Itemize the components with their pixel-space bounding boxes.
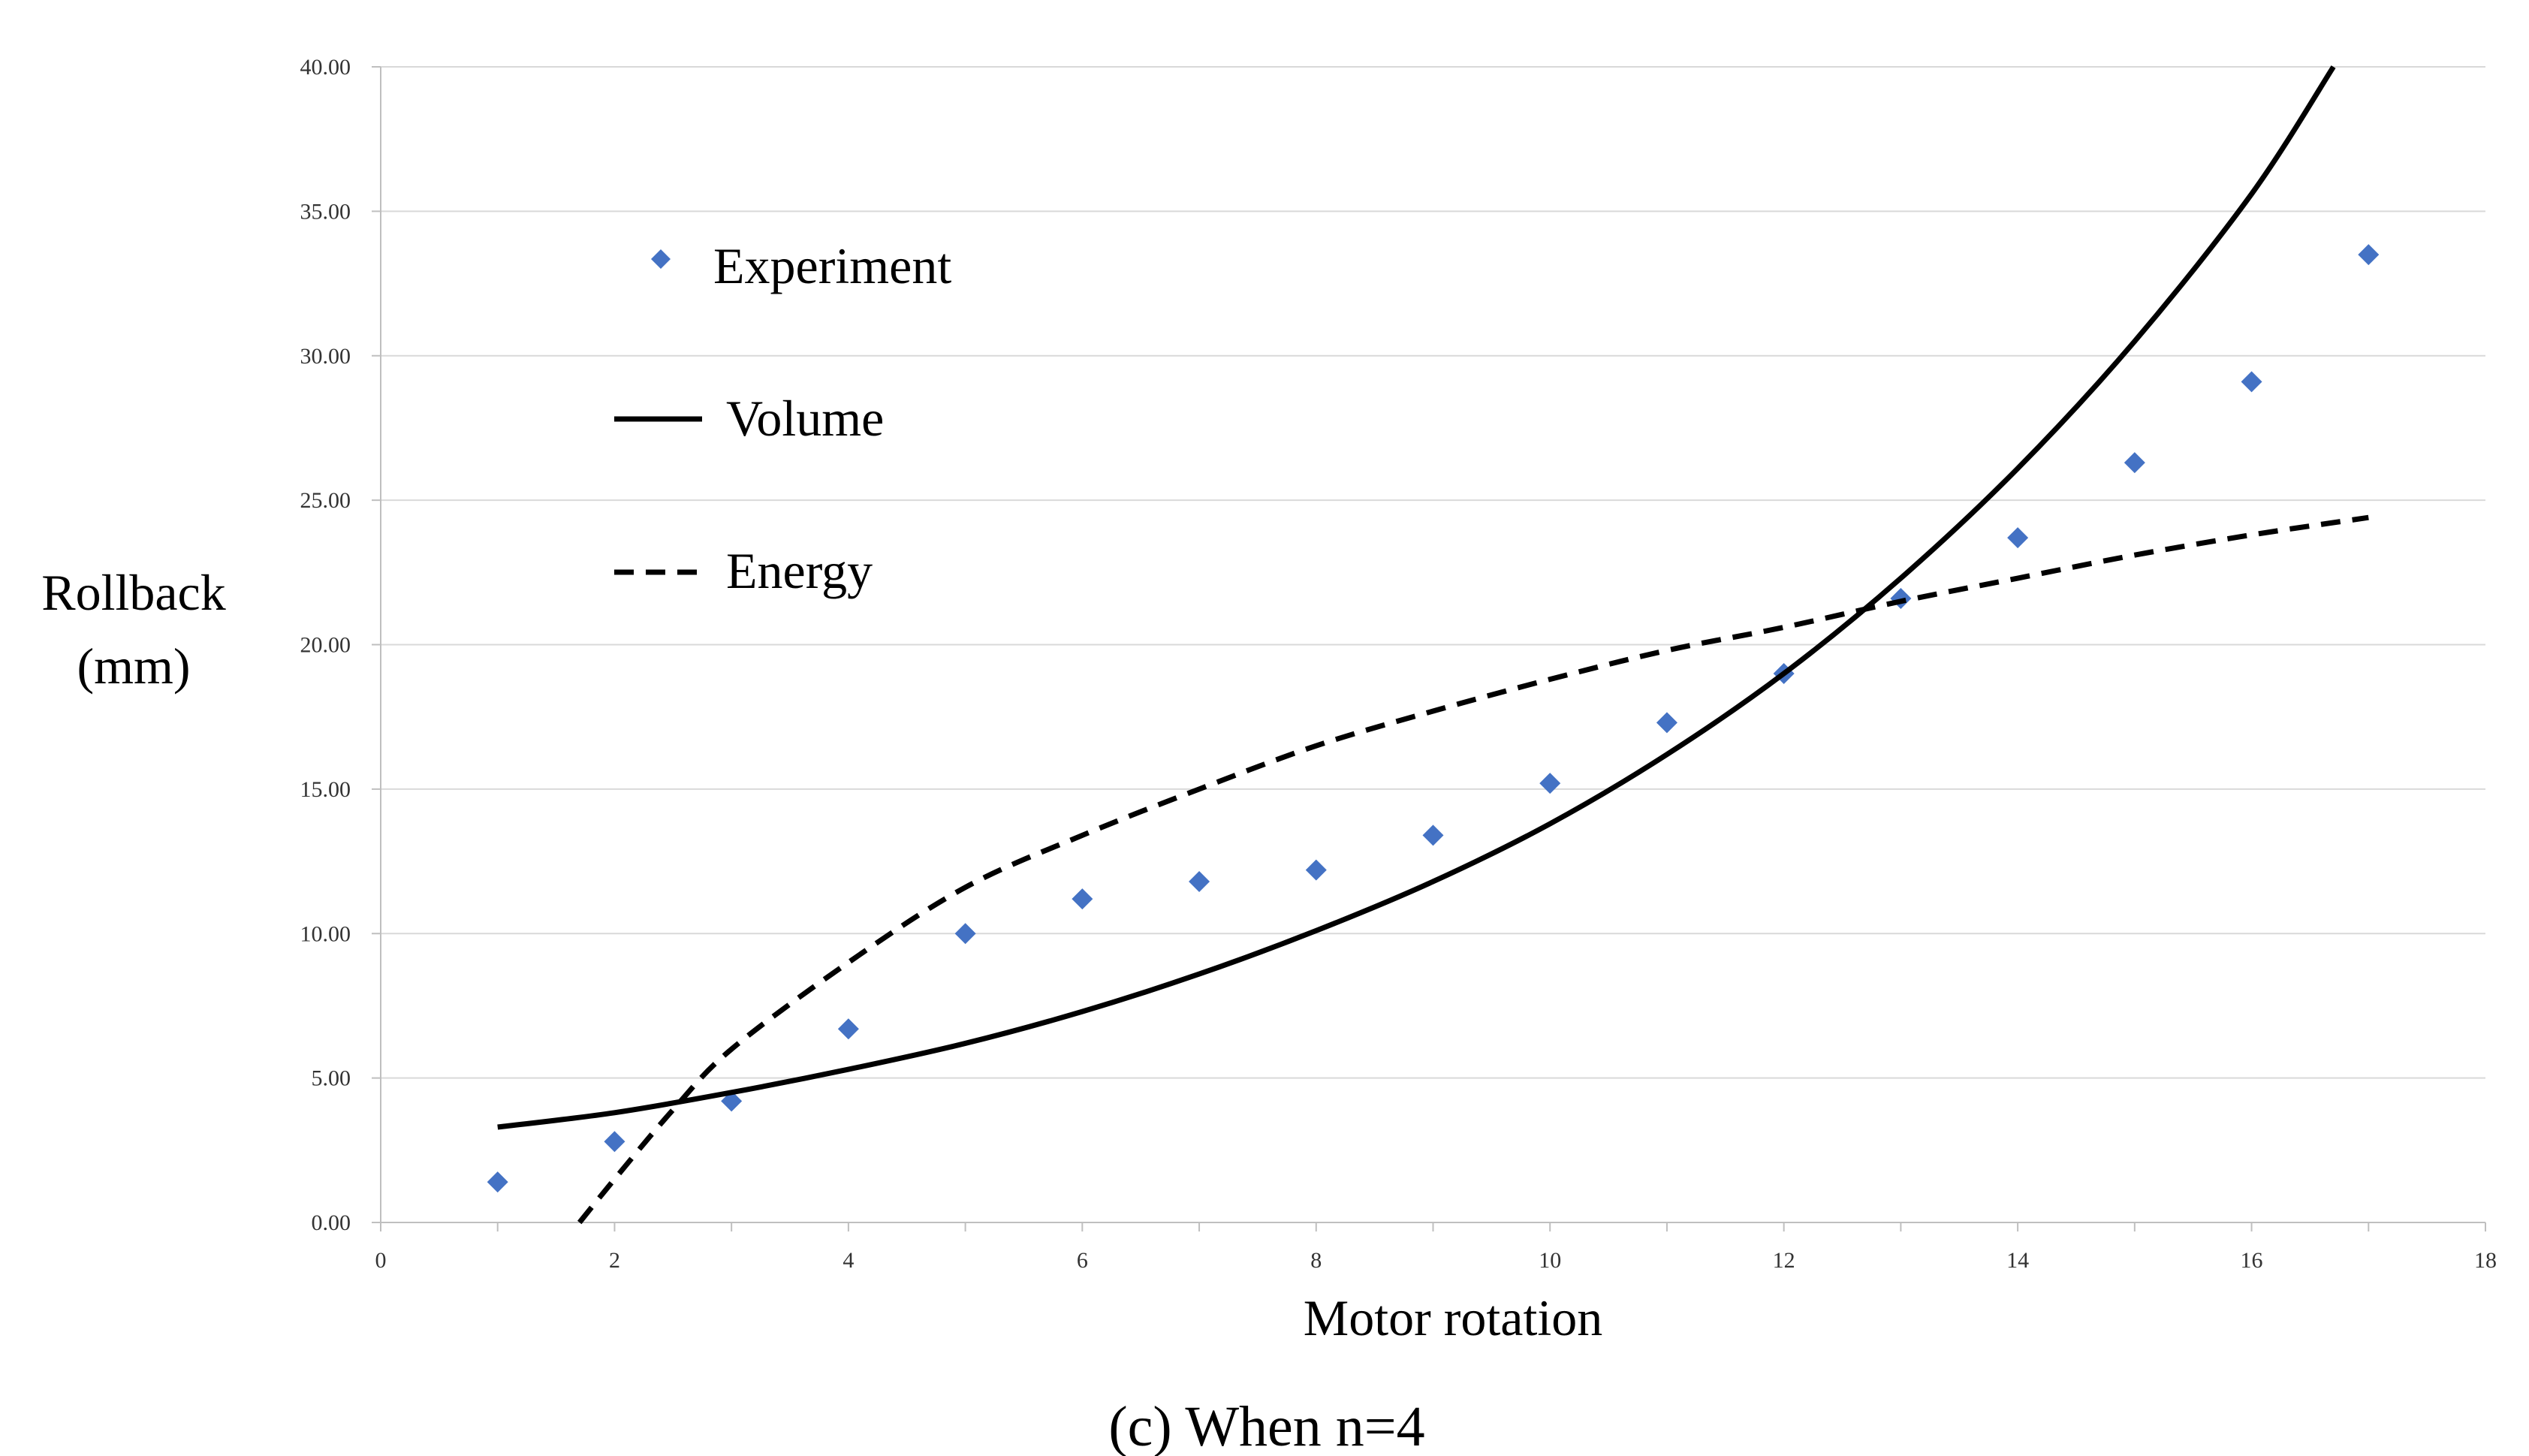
- x-axis-title: Motor rotation: [1304, 1289, 1603, 1346]
- experiment-point: [2358, 244, 2380, 266]
- energy-line: [577, 514, 2369, 1225]
- experiment-point: [837, 1018, 859, 1040]
- x-tick-label: 18: [2474, 1248, 2497, 1273]
- legend-label-volume: Volume: [726, 390, 884, 447]
- y-tick-label: 30.00: [300, 344, 351, 369]
- experiment-point: [954, 923, 976, 945]
- y-tick-label: 35.00: [300, 199, 351, 224]
- experiment-point: [487, 1171, 508, 1193]
- legend-label-experiment: Experiment: [713, 237, 951, 294]
- x-tick-label: 4: [842, 1248, 854, 1273]
- legend: Experiment Volume Energy: [614, 237, 951, 599]
- experiment-point: [1422, 824, 1444, 846]
- experiment-point: [1072, 888, 1093, 910]
- x-tick-label: 16: [2241, 1248, 2263, 1273]
- x-tick-label: 6: [1077, 1248, 1088, 1273]
- x-tick-label: 10: [1539, 1248, 1561, 1273]
- series-volume: [497, 65, 2336, 1130]
- experiment-point: [1189, 870, 1210, 892]
- y-tick-label: 40.00: [300, 55, 351, 80]
- y-tick-label: 10.00: [300, 921, 351, 946]
- experiment-point: [2241, 371, 2262, 393]
- figure-caption: (c) When n=4: [1108, 1395, 1424, 1456]
- axes: [372, 66, 2486, 1231]
- x-tick-label: 2: [609, 1248, 620, 1273]
- experiment-point: [2124, 452, 2145, 474]
- x-tick-label: 12: [1773, 1248, 1795, 1273]
- y-tick-label: 15.00: [300, 777, 351, 802]
- x-tick-labels: 0 2 4 6 8 10 12 14 16 18: [375, 1248, 2497, 1273]
- x-tick-label: 14: [2006, 1248, 2029, 1273]
- y-tick-label: 20.00: [300, 633, 351, 658]
- y-tick-label: 0.00: [312, 1210, 351, 1235]
- series-energy: [577, 514, 2369, 1225]
- y-tick-label: 25.00: [300, 488, 351, 513]
- y-axis-title-line-2: (mm): [77, 638, 190, 695]
- x-tick-label: 8: [1310, 1248, 1322, 1273]
- experiment-point: [1656, 712, 1677, 734]
- experiment-point: [2007, 527, 2029, 549]
- volume-line: [497, 65, 2336, 1130]
- experiment-point: [1305, 859, 1327, 881]
- x-tick-label: 0: [375, 1248, 387, 1273]
- y-axis-title-line-1: Rollback: [41, 564, 226, 621]
- y-tick-label: 5.00: [312, 1066, 351, 1091]
- experiment-point: [1890, 587, 1912, 609]
- series: [487, 65, 2380, 1225]
- y-tick-labels: 0.00 5.00 10.00 15.00 20.00 25.00 30.00 35.00 40…: [300, 55, 351, 1235]
- experiment-point: [1539, 773, 1561, 794]
- experiment-point: [604, 1131, 625, 1153]
- legend-label-energy: Energy: [726, 542, 873, 599]
- legend-marker-experiment: [651, 249, 671, 269]
- series-experiment: [487, 244, 2380, 1193]
- grid-lines: [381, 66, 2485, 1079]
